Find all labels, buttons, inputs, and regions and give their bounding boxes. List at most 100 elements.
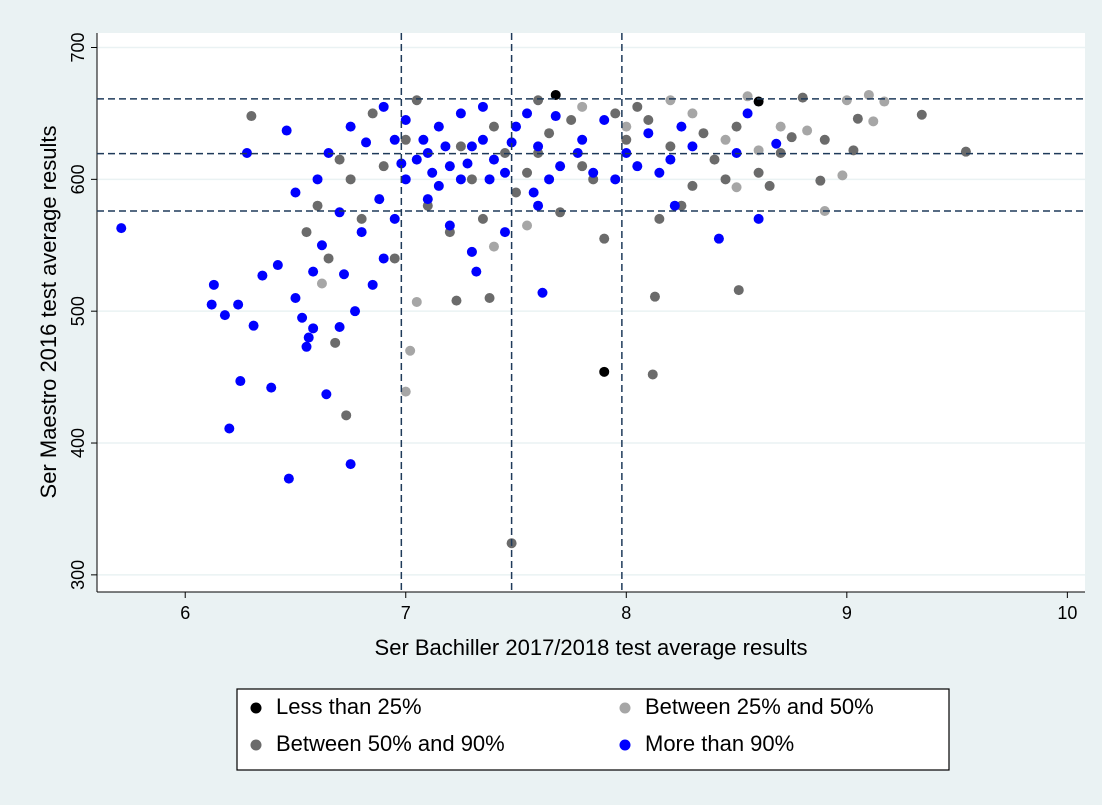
point <box>257 270 268 281</box>
plot-area <box>97 33 1085 592</box>
x-tick-label: 7 <box>401 603 411 623</box>
y-tick-label: 500 <box>68 296 88 326</box>
point <box>753 145 764 156</box>
point <box>389 253 400 264</box>
point <box>281 125 292 136</box>
point <box>488 241 499 252</box>
point <box>643 128 654 139</box>
point <box>339 269 349 280</box>
point <box>665 154 676 165</box>
point <box>321 389 332 400</box>
x-tick-label: 10 <box>1057 603 1077 623</box>
x-axis-title: Ser Bachiller 2017/2018 test average res… <box>375 635 808 660</box>
x-tick-label: 9 <box>842 603 852 623</box>
point <box>533 141 544 152</box>
point <box>733 285 744 296</box>
point <box>400 386 411 397</box>
point <box>533 95 544 106</box>
point <box>466 141 477 152</box>
point <box>819 134 830 145</box>
point <box>550 111 561 122</box>
y-axis-title: Ser Maestro 2016 test average results <box>36 126 61 499</box>
point <box>411 95 422 106</box>
point <box>334 154 345 165</box>
legend-label: More than 90% <box>645 731 794 756</box>
legend-marker <box>250 739 262 751</box>
point <box>378 101 389 112</box>
point <box>356 213 367 224</box>
point <box>378 253 389 264</box>
point <box>731 182 742 193</box>
point <box>742 108 753 119</box>
point <box>649 291 660 302</box>
point <box>345 459 356 470</box>
point <box>647 369 658 380</box>
legend-marker <box>619 702 631 714</box>
point <box>654 213 665 224</box>
point <box>802 125 813 136</box>
point <box>775 121 786 132</box>
point <box>455 174 466 185</box>
point <box>610 174 621 185</box>
point <box>248 320 259 331</box>
point <box>665 141 676 152</box>
point <box>356 227 367 238</box>
point <box>224 423 235 434</box>
point <box>308 266 319 277</box>
point <box>208 279 219 290</box>
y-tick-label: 600 <box>68 164 88 194</box>
point <box>466 246 477 257</box>
point <box>572 147 583 158</box>
legend-marker <box>250 702 262 714</box>
point <box>266 382 277 393</box>
point <box>499 167 510 178</box>
point <box>484 292 495 303</box>
point <box>323 253 334 264</box>
point <box>455 108 466 119</box>
point <box>283 473 294 484</box>
point <box>246 111 257 122</box>
point <box>499 227 510 238</box>
point <box>797 92 808 103</box>
point <box>484 174 495 185</box>
point <box>544 174 555 185</box>
point <box>345 121 356 132</box>
point <box>233 299 244 310</box>
point <box>116 223 127 234</box>
point <box>863 89 874 100</box>
point <box>599 233 610 244</box>
point <box>687 108 698 119</box>
point <box>378 161 389 172</box>
point <box>753 213 764 224</box>
point <box>879 96 890 107</box>
point <box>301 227 312 238</box>
point <box>389 213 400 224</box>
point <box>477 213 488 224</box>
y-tick-label: 300 <box>68 560 88 590</box>
point <box>455 141 466 152</box>
point <box>219 310 230 321</box>
point <box>290 187 301 198</box>
legend-marker <box>619 739 631 751</box>
legend-label: Between 50% and 90% <box>276 731 505 756</box>
point <box>533 200 544 211</box>
point <box>462 158 473 169</box>
point <box>411 296 422 307</box>
point <box>621 134 632 145</box>
point <box>308 323 319 334</box>
point <box>316 278 327 289</box>
point <box>555 161 566 172</box>
point <box>290 292 301 303</box>
point <box>400 174 411 185</box>
point <box>687 141 698 152</box>
legend-label: Less than 25% <box>276 694 422 719</box>
point <box>506 137 517 148</box>
point <box>713 233 724 244</box>
point <box>841 95 852 106</box>
point <box>488 121 499 132</box>
point <box>731 121 742 132</box>
point <box>367 279 378 290</box>
point <box>916 109 927 120</box>
point <box>235 376 246 387</box>
point <box>367 108 378 119</box>
